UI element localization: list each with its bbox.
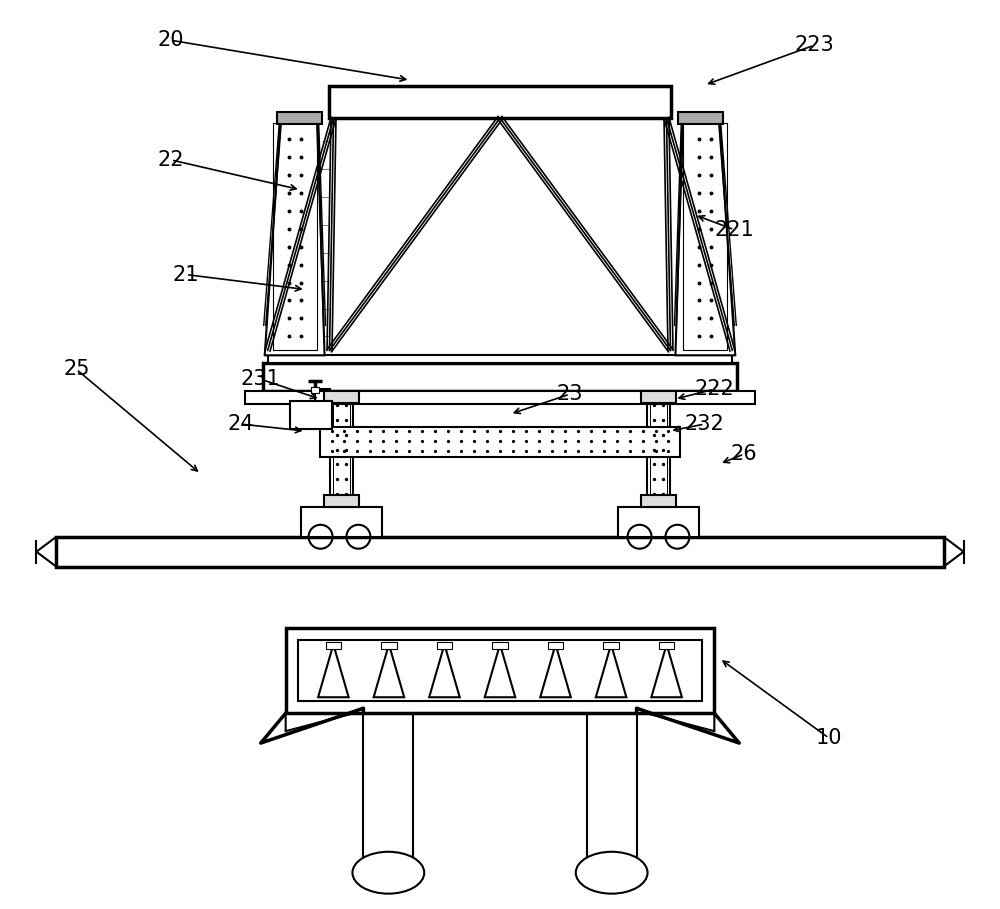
Bar	[618, 507, 699, 536]
Text: 20: 20	[158, 30, 184, 50]
Bar	[333, 395, 350, 504]
Text: 24: 24	[228, 415, 254, 435]
Polygon shape	[286, 711, 413, 731]
Bar	[311, 387, 319, 394]
Polygon shape	[363, 714, 413, 871]
Text: 22: 22	[158, 150, 184, 170]
Bar	[245, 391, 755, 405]
Polygon shape	[596, 644, 626, 697]
Bar	[381, 643, 397, 649]
Text: 26: 26	[731, 444, 758, 464]
Bar	[492, 643, 508, 649]
Text: 25: 25	[63, 359, 90, 379]
Ellipse shape	[576, 852, 648, 894]
Polygon shape	[587, 711, 714, 731]
Polygon shape	[651, 644, 682, 697]
Bar	[298, 641, 702, 701]
Bar	[603, 643, 619, 649]
Bar	[641, 494, 676, 507]
Polygon shape	[587, 714, 637, 871]
Bar	[437, 643, 452, 649]
Bar	[320, 427, 680, 457]
Bar	[683, 123, 727, 350]
Text: 231: 231	[241, 369, 281, 389]
Bar	[277, 112, 322, 124]
Text: 222: 222	[694, 379, 734, 399]
Ellipse shape	[352, 852, 424, 894]
Text: 221: 221	[714, 220, 754, 240]
Bar	[273, 123, 317, 350]
Bar	[548, 643, 563, 649]
Bar	[324, 391, 359, 404]
Bar	[330, 391, 353, 507]
Text: 21: 21	[173, 265, 199, 285]
Bar	[301, 507, 382, 536]
Bar	[678, 112, 723, 124]
Bar	[56, 536, 944, 566]
Bar	[650, 395, 667, 504]
Bar	[641, 391, 676, 404]
Bar	[263, 364, 737, 391]
Text: 23: 23	[557, 385, 583, 405]
Polygon shape	[265, 118, 325, 355]
Text: 232: 232	[684, 415, 724, 435]
Bar	[324, 494, 359, 507]
Bar	[647, 391, 670, 507]
Bar	[329, 86, 671, 118]
Polygon shape	[318, 644, 349, 697]
Bar	[326, 643, 341, 649]
Polygon shape	[374, 644, 404, 697]
Polygon shape	[429, 644, 460, 697]
Text: 10: 10	[816, 728, 842, 748]
Polygon shape	[540, 644, 571, 697]
Bar	[659, 643, 674, 649]
Bar	[286, 628, 714, 714]
Polygon shape	[675, 118, 735, 355]
Bar	[290, 401, 332, 429]
Bar	[268, 355, 732, 364]
Polygon shape	[485, 644, 515, 697]
Text: 223: 223	[794, 35, 834, 55]
